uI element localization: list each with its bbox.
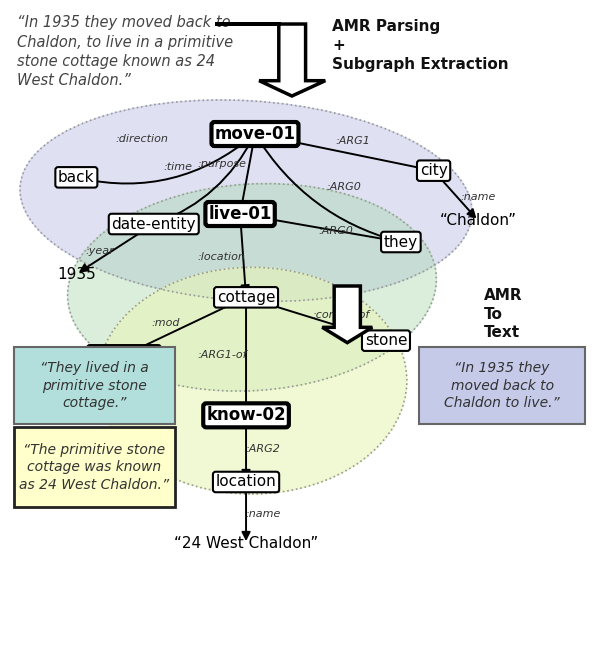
FancyBboxPatch shape	[14, 428, 175, 507]
Text: :ARG0: :ARG0	[327, 182, 362, 192]
Text: :ARG1-of: :ARG1-of	[198, 350, 247, 360]
Text: location: location	[216, 474, 277, 490]
Text: live-01: live-01	[208, 205, 272, 223]
Text: know-02: know-02	[206, 406, 286, 424]
Text: primitive: primitive	[90, 348, 158, 363]
Text: “They lived in a
primitive stone
cottage.”: “They lived in a primitive stone cottage…	[40, 361, 149, 410]
Text: :ARG0: :ARG0	[318, 226, 353, 236]
Text: move-01: move-01	[214, 125, 295, 143]
Text: “The primitive stone
cottage was known
as 24 West Chaldon.”: “The primitive stone cottage was known a…	[19, 443, 169, 492]
Text: “Chaldon”: “Chaldon”	[440, 213, 517, 228]
FancyBboxPatch shape	[14, 347, 175, 424]
Ellipse shape	[97, 267, 407, 494]
Text: :direction: :direction	[115, 134, 169, 144]
Text: “In 1935 they moved back to
Chaldon, to live in a primitive
stone cottage known : “In 1935 they moved back to Chaldon, to …	[17, 15, 233, 88]
Text: they: they	[384, 234, 418, 250]
Text: 1935: 1935	[57, 267, 95, 281]
Text: :location: :location	[197, 253, 245, 263]
Ellipse shape	[20, 100, 472, 301]
FancyBboxPatch shape	[419, 347, 585, 424]
Text: city: city	[420, 163, 448, 178]
Text: :ARG2: :ARG2	[245, 444, 280, 454]
Polygon shape	[215, 24, 325, 96]
Text: :name: :name	[461, 192, 496, 202]
Text: :ARG1: :ARG1	[336, 136, 371, 146]
Text: :year: :year	[86, 246, 115, 256]
Polygon shape	[323, 286, 372, 343]
Text: :mod: :mod	[152, 319, 180, 329]
Ellipse shape	[68, 184, 437, 391]
Text: stone: stone	[365, 333, 407, 348]
Text: :time: :time	[163, 162, 192, 172]
Text: date-entity: date-entity	[112, 216, 196, 232]
Text: “24 West Chaldon”: “24 West Chaldon”	[174, 536, 318, 552]
Text: “In 1935 they
moved back to
Chaldon to live.”: “In 1935 they moved back to Chaldon to l…	[444, 361, 560, 410]
Text: :name: :name	[245, 509, 280, 519]
Text: AMR
To
Text: AMR To Text	[484, 288, 523, 340]
Text: cottage: cottage	[217, 290, 275, 305]
Text: AMR Parsing
+
Subgraph Extraction: AMR Parsing + Subgraph Extraction	[332, 19, 509, 71]
Text: :consist-of: :consist-of	[313, 311, 370, 321]
Text: back: back	[58, 170, 95, 185]
Text: :purpose: :purpose	[198, 159, 247, 169]
